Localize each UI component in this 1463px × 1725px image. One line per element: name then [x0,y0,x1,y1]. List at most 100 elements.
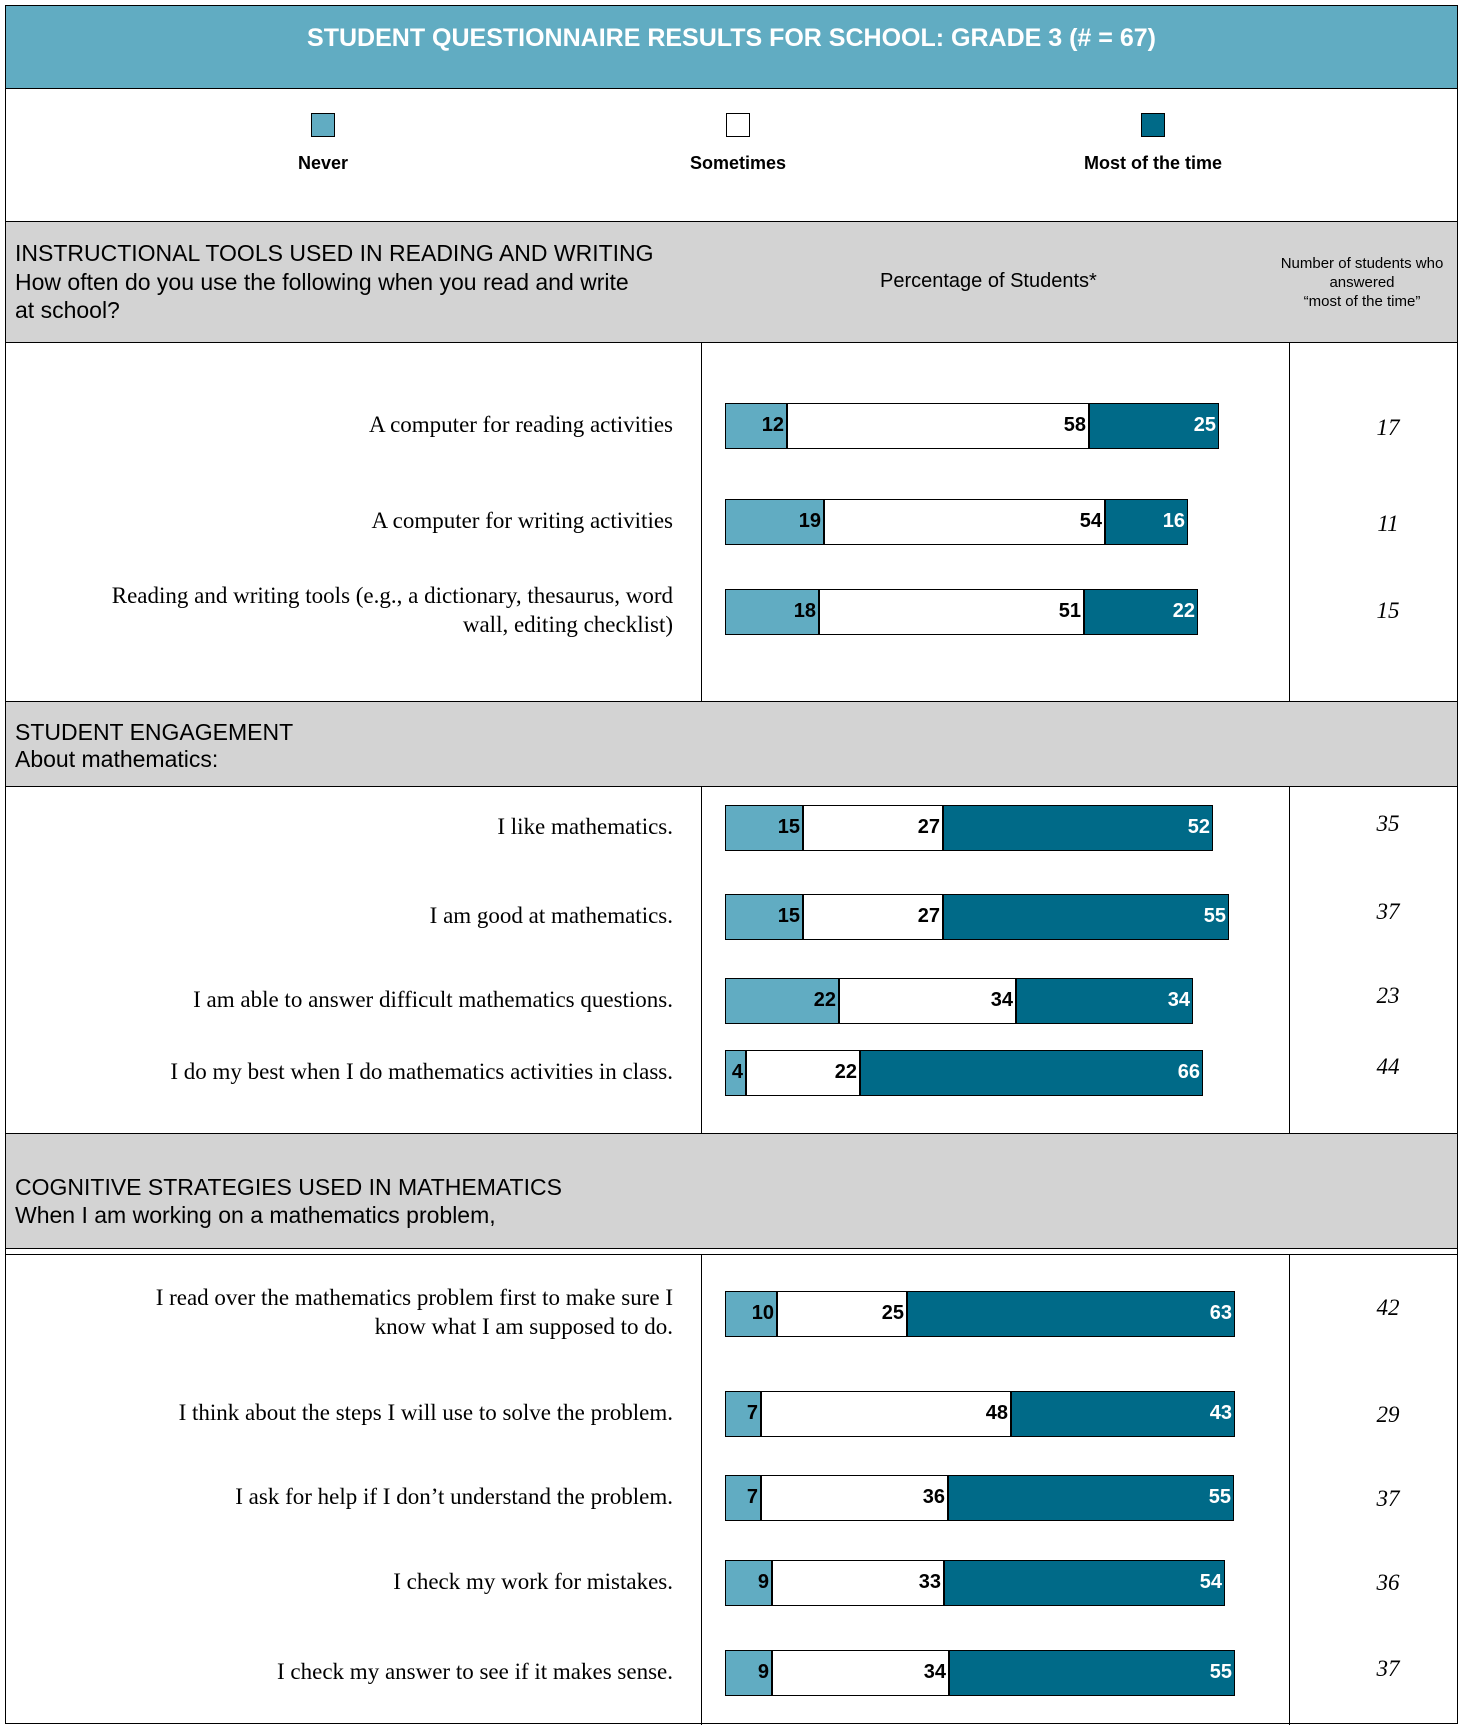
data-label: 48 [985,1402,1008,1424]
bar-segment-never: 4 [725,1050,746,1096]
question-label-line: I am able to answer difficult mathematic… [193,986,673,1012]
question-label-line: I read over the mathematics problem firs… [155,1285,673,1310]
page-title: STUDENT QUESTIONNAIRE RESULTS FOR SCHOOL… [307,24,1156,52]
question-label-line: I think about the steps I will use to so… [178,1399,673,1425]
bar-segment-most: 54 [944,1560,1225,1606]
bar-segment-sometimes: 36 [761,1475,948,1521]
section-subtitle: How often do you use the following when … [15,268,675,324]
data-label: 34 [990,989,1013,1011]
section-header-cognitive-strategies: COGNITIVE STRATEGIES USED IN MATHEMATICS… [5,1133,1458,1249]
data-label: 22 [834,1061,857,1083]
data-label: 15 [777,816,800,838]
most-of-the-time-count: 36 [1376,1570,1400,1595]
legend-label-most: Most of the time [1084,153,1222,173]
section-title: INSTRUCTIONAL TOOLS USED IN READING AND … [15,240,654,266]
bar-segment-never: 12 [725,403,787,449]
bar-segment-most: 55 [949,1650,1235,1696]
count-column-header: Number of students who answered “most of… [1272,254,1452,311]
question-label-line: I like mathematics. [497,813,673,839]
percentage-column-header: Percentage of Students* [880,270,1097,292]
question-label-line: Reading and writing tools (e.g., a dicti… [111,583,673,608]
column-divider [1289,343,1290,701]
data-label: 54 [1079,510,1102,532]
count-header-line: “most of the time” [1303,293,1421,310]
data-label: 52 [1187,816,1210,838]
bar-segment-most: 34 [1016,978,1193,1024]
bar-segment-most: 43 [1011,1391,1235,1437]
legend: Never Sometimes Most of the time [5,88,1458,222]
section-subtitle: About mathematics: [15,745,675,773]
question-label: I am able to answer difficult mathematic… [3,985,673,1014]
column-divider [1289,1255,1290,1725]
most-of-the-time-count: 35 [1376,811,1400,836]
question-label: I check my work for mistakes. [3,1567,673,1596]
legend-label-sometimes: Sometimes [689,153,787,173]
section-title: COGNITIVE STRATEGIES USED IN MATHEMATICS [15,1174,562,1200]
legend-swatch-most [1141,113,1165,137]
most-of-the-time-count: 37 [1376,899,1400,924]
section-subtitle-line: How often do you use the following when … [15,269,629,295]
question-label-line: I do my best when I do mathematics activ… [170,1058,673,1084]
legend-item-sometimes: Sometimes [608,113,868,174]
data-label: 55 [1208,1486,1231,1508]
section-subtitle-line: When I am working on a mathematics probl… [15,1202,496,1228]
data-label: 15 [777,905,800,927]
most-of-the-time-count: 15 [1376,598,1400,623]
data-label: 54 [1199,1571,1222,1593]
column-divider [1289,787,1290,1133]
data-label: 27 [917,816,940,838]
question-label-line: I ask for help if I don’t understand the… [235,1483,673,1509]
legend-label-never: Never [297,153,349,173]
question-label-line: know what I am supposed to do. [374,1314,673,1339]
bar-segment-never: 18 [725,589,819,635]
data-label: 7 [746,1486,758,1508]
bar-segment-sometimes: 48 [761,1391,1011,1437]
question-label-line: I check my answer to see if it makes sen… [277,1658,673,1684]
most-of-the-time-count: 23 [1376,983,1400,1008]
question-label-line: wall, editing checklist) [462,612,673,637]
most-of-the-time-count: 44 [1376,1054,1400,1079]
most-of-the-time-count: 42 [1376,1295,1400,1320]
data-label: 55 [1209,1661,1232,1683]
data-label: 27 [917,905,940,927]
most-of-the-time-count: 37 [1376,1486,1400,1511]
bar-segment-sometimes: 58 [787,403,1089,449]
data-label: 58 [1063,414,1086,436]
bar-segment-sometimes: 54 [824,499,1105,545]
bar-segment-most: 55 [943,894,1229,940]
column-divider [701,1255,702,1725]
bar-segment-never: 10 [725,1291,777,1337]
bar-segment-never: 7 [725,1391,761,1437]
question-label: I check my answer to see if it makes sen… [3,1657,673,1686]
most-of-the-time-count: 37 [1376,1656,1400,1681]
question-label: I do my best when I do mathematics activ… [3,1057,673,1086]
bar-segment-sometimes: 25 [777,1291,907,1337]
section-subtitle-line: About mathematics: [15,746,219,772]
data-label: 25 [1193,414,1216,436]
legend-swatch-sometimes [726,113,750,137]
data-label: 12 [761,414,784,436]
question-label-line: A computer for reading activities [368,411,673,437]
data-label: 43 [1209,1402,1232,1424]
data-label: 22 [813,989,836,1011]
bar-segment-sometimes: 33 [772,1560,944,1606]
data-label: 9 [757,1661,769,1683]
bar-segment-never: 9 [725,1560,772,1606]
section-subtitle: When I am working on a mathematics probl… [15,1201,675,1229]
legend-item-most: Most of the time [1023,113,1283,174]
section-title: STUDENT ENGAGEMENT [15,719,294,745]
data-label: 63 [1209,1302,1232,1324]
bar-segment-never: 19 [725,499,824,545]
data-label: 22 [1172,600,1195,622]
data-label: 66 [1177,1061,1200,1083]
question-label: I am good at mathematics. [3,901,673,930]
most-of-the-time-count: 17 [1376,415,1400,440]
column-divider [701,343,702,701]
bar-segment-sometimes: 27 [803,805,943,851]
data-label: 9 [757,1571,769,1593]
bar-segment-sometimes: 51 [819,589,1084,635]
bar-segment-most: 25 [1089,403,1219,449]
count-header-line: Number of students who [1280,255,1444,272]
bar-segment-sometimes: 34 [839,978,1016,1024]
section-header-student-engagement: STUDENT ENGAGEMENT About mathematics: [5,701,1458,787]
